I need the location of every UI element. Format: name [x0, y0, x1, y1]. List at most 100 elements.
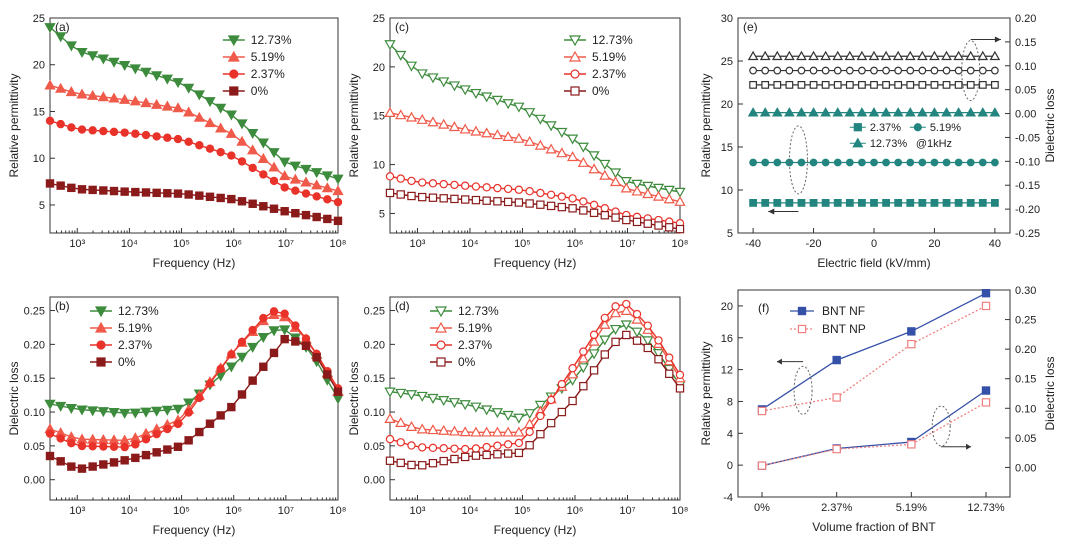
- data-point: [906, 80, 915, 89]
- data-point: [407, 176, 416, 186]
- data-point: [460, 181, 470, 190]
- x-tick-label: 10³: [69, 505, 85, 517]
- data-point: [953, 107, 964, 117]
- data-point: [747, 50, 759, 61]
- x-tick-label: 10⁸: [672, 238, 689, 250]
- data-point: [904, 50, 916, 61]
- legend-label: 0%: [458, 355, 476, 369]
- data-point: [482, 196, 491, 205]
- data-point: [87, 89, 99, 100]
- data-point: [579, 206, 588, 215]
- data-point: [470, 125, 482, 136]
- data-point: [589, 200, 599, 210]
- data-point: [482, 450, 491, 460]
- data-point: [965, 107, 977, 117]
- y2-tick-label: -0.25: [1015, 228, 1040, 240]
- panel-3: 10³ 10⁴ 10⁵ 10⁶ 10⁷ 10⁸ 0.00 0.05 0.10 0.15 0.20 0.…: [347, 296, 688, 537]
- series-line: [389, 303, 681, 450]
- data-point: [428, 458, 438, 468]
- data-point: [643, 219, 652, 228]
- legend-label: BNT NP: [822, 322, 866, 336]
- data-point: [978, 80, 987, 89]
- data-point: [930, 80, 939, 89]
- data-point: [183, 83, 195, 94]
- y2-tick-label: -0.10: [1015, 156, 1040, 168]
- data-point: [797, 66, 806, 75]
- data-point: [120, 187, 129, 196]
- x-tick-label: 10³: [69, 238, 85, 250]
- data-point: [609, 176, 622, 187]
- data-point: [631, 185, 643, 196]
- series-5.19%: [749, 158, 999, 167]
- series-line: [49, 182, 339, 222]
- y2-tick-label: -0.20: [1015, 204, 1040, 216]
- y-tick-label: 30: [721, 13, 733, 25]
- data-point: [405, 420, 418, 431]
- data-point: [279, 170, 291, 181]
- legend: 12.73% 5.19% 2.37% 0%: [222, 33, 292, 98]
- x-tick-label: 12.73%: [967, 502, 1005, 514]
- legend: 2.37% 5.19% 12.73% @1kHz: [849, 122, 961, 150]
- x-tick-label: 5.19%: [896, 502, 927, 514]
- x-tick-label: 10⁴: [121, 505, 138, 517]
- data-point: [966, 66, 975, 75]
- data-point: [981, 386, 991, 395]
- legend-label: 12.73%: [592, 33, 633, 47]
- data-point: [773, 199, 782, 207]
- data-point: [407, 441, 416, 450]
- data-point: [173, 189, 183, 198]
- data-point: [981, 301, 991, 311]
- y2-axis-label: Dielectric loss: [1043, 356, 1057, 430]
- data-point: [599, 169, 611, 180]
- y2-tick-label: -0.15: [1015, 180, 1040, 192]
- series-line: [761, 305, 987, 412]
- data-point: [771, 50, 783, 61]
- y-tick-label: 0.10: [24, 407, 45, 419]
- data-point: [65, 86, 77, 97]
- data-point: [183, 106, 195, 117]
- data-point: [833, 158, 842, 167]
- x-tick-label: 2.37%: [821, 502, 852, 514]
- data-point: [129, 408, 141, 419]
- data-point: [237, 390, 247, 399]
- data-point: [120, 456, 129, 465]
- data-point: [894, 158, 903, 167]
- data-point: [301, 210, 311, 220]
- data-point: [808, 50, 819, 61]
- data-point: [546, 201, 556, 211]
- x-tick-label: 0%: [754, 502, 770, 514]
- data-point: [195, 427, 204, 437]
- data-point: [333, 197, 343, 207]
- data-point: [977, 50, 989, 61]
- data-point: [600, 313, 610, 323]
- data-point: [109, 127, 119, 137]
- y-tick-label: 0.05: [24, 441, 45, 453]
- data-point: [609, 168, 622, 179]
- x-tick-label: 10⁵: [514, 505, 531, 517]
- y-tick-label: 5: [727, 228, 733, 240]
- data-point: [761, 80, 770, 89]
- data-point: [941, 50, 952, 61]
- data-point: [448, 425, 461, 436]
- data-point: [427, 393, 439, 404]
- x-tick-label: 10⁵: [514, 238, 531, 250]
- data-point: [459, 85, 471, 96]
- data-point: [832, 355, 841, 365]
- data-point: [173, 134, 183, 144]
- data-point: [99, 460, 108, 469]
- legend-marker: [434, 306, 448, 318]
- data-point: [44, 23, 56, 34]
- data-point: [184, 137, 193, 147]
- data-point: [131, 440, 140, 449]
- y-tick-label: 15: [33, 106, 45, 118]
- data-point: [785, 199, 794, 207]
- data-point: [268, 148, 280, 159]
- data-point: [407, 191, 416, 201]
- series-line: [49, 310, 339, 448]
- data-point: [503, 184, 513, 194]
- data-point: [141, 435, 151, 444]
- data-point: [56, 181, 65, 190]
- legend-marker: [229, 86, 239, 96]
- y2-tick-label: -0.05: [1015, 132, 1040, 144]
- data-point: [140, 407, 152, 418]
